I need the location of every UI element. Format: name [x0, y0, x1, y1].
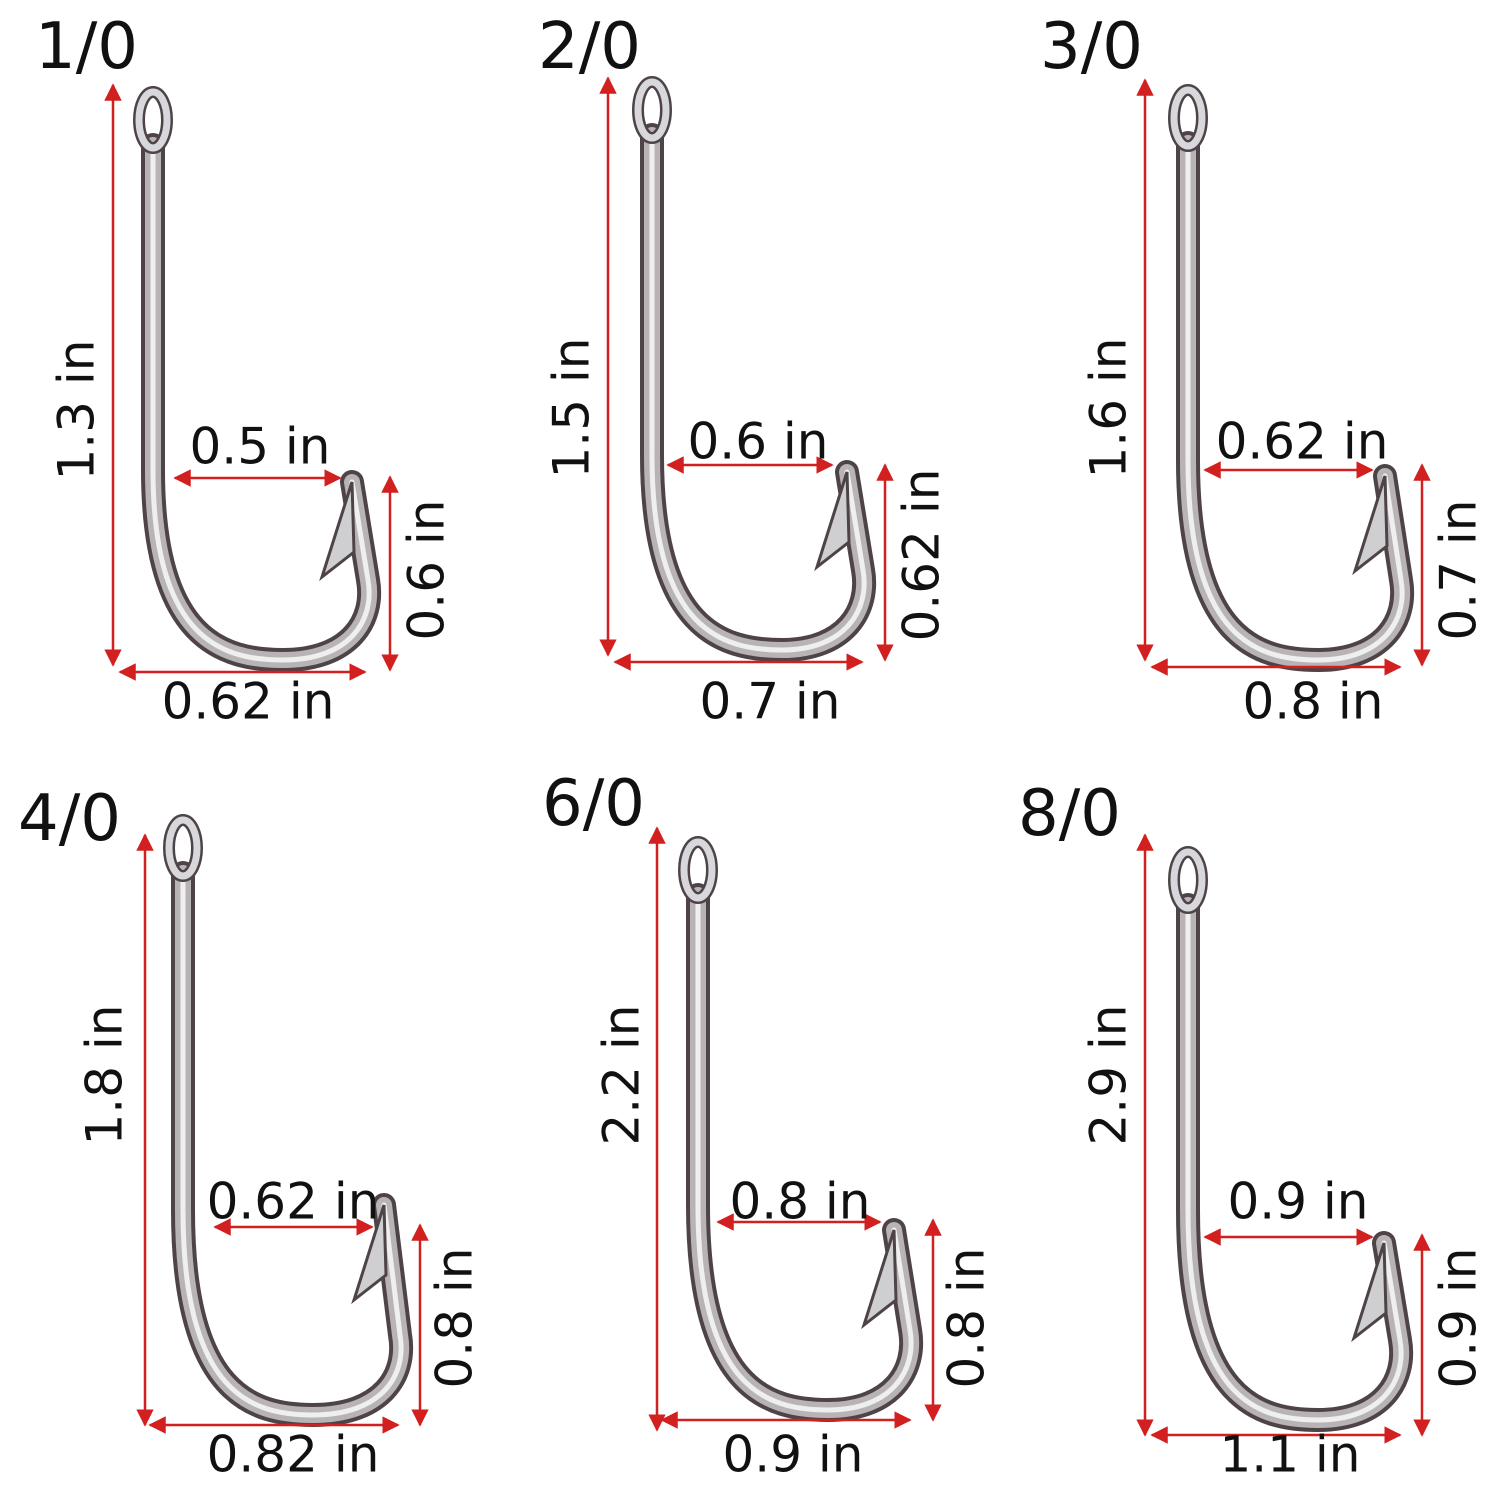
hook-panel-2-0: 2/0 1.5 in 0.6 in 0.62 in 0.7 in: [538, 10, 951, 731]
hook-barb: [319, 481, 356, 582]
gap-label: 0.9 in: [1228, 1173, 1369, 1231]
point-height-label: 0.8 in: [938, 1248, 996, 1389]
hook-barb: [861, 1229, 898, 1330]
hook-outline: [171, 861, 414, 1427]
hook-size-label: 3/0: [1040, 10, 1143, 84]
fishing-hook-icon: [1168, 846, 1414, 1432]
hook-outline: [141, 133, 382, 672]
fishing-hook-icon: [678, 836, 924, 1422]
hook-body: [175, 865, 410, 1423]
hook-panel-4-0: 4/0 1.8 in 0.62 in 0.8 in 0.82 in: [18, 782, 484, 1484]
hook-outline: [1176, 893, 1414, 1432]
hook-body: [1180, 897, 1410, 1428]
fishing-hook-icon: [1168, 84, 1415, 672]
hook-eye: [1170, 848, 1206, 912]
gap-label: 0.62 in: [207, 1173, 380, 1231]
hook-size-label: 2/0: [538, 10, 641, 84]
hook-panel-6-0: 6/0 2.2 in 0.8 in 0.8 in 0.9 in: [542, 767, 996, 1484]
fishing-hook-icon: [632, 76, 877, 662]
hook-outline: [1176, 131, 1415, 672]
gap-label: 0.62 in: [1216, 413, 1389, 471]
total-length-label: 1.5 in: [543, 338, 601, 479]
hook-barb: [1352, 475, 1389, 576]
point-height-label: 0.62 in: [893, 469, 951, 642]
width-label: 0.62 in: [162, 673, 335, 731]
point-height-label: 0.9 in: [1430, 1248, 1488, 1389]
width-label: 0.7 in: [700, 673, 841, 731]
hook-eye: [165, 816, 201, 880]
hook-panel-8-0: 8/0 2.9 in 0.9 in 0.9 in 1.1 in: [1018, 777, 1488, 1484]
total-length-label: 1.6 in: [1080, 338, 1138, 479]
hook-outline: [640, 123, 877, 662]
width-label: 0.8 in: [1243, 673, 1384, 731]
width-label: 0.82 in: [207, 1426, 380, 1484]
point-height-label: 0.7 in: [1430, 500, 1488, 641]
hook-body: [690, 887, 920, 1418]
hook-panel-3-0: 3/0 1.6 in 0.62 in 0.7 in 0.8 in: [1040, 10, 1488, 731]
hook-barb: [351, 1204, 388, 1305]
fishing-hook-icon: [163, 814, 414, 1427]
gap-label: 0.6 in: [688, 413, 829, 471]
fishing-hook-icon: [133, 86, 382, 672]
hook-highlight: [695, 892, 914, 1413]
hook-panel-1-0: 1/0 1.3 in 0.5 in 0.6 in 0.62 in: [35, 10, 456, 731]
width-label: 1.1 in: [1220, 1426, 1361, 1484]
total-length-label: 1.3 in: [48, 340, 106, 481]
hook-size-label: 8/0: [1018, 777, 1121, 851]
hook-barb: [814, 471, 851, 572]
hook-eye: [634, 78, 670, 142]
total-length-label: 1.8 in: [76, 1005, 134, 1146]
hook-highlight: [1185, 140, 1405, 663]
hook-highlight: [180, 870, 404, 1418]
hook-barb: [1351, 1242, 1388, 1343]
gap-label: 0.8 in: [730, 1173, 871, 1231]
hook-eye: [680, 838, 716, 902]
hook-highlight: [1185, 902, 1404, 1423]
hook-size-label: 6/0: [542, 767, 645, 841]
hook-highlight: [649, 132, 867, 653]
hook-body: [644, 127, 873, 658]
point-height-label: 0.6 in: [398, 500, 456, 641]
hook-size-label: 4/0: [18, 782, 121, 856]
hook-size-label: 1/0: [35, 10, 138, 84]
point-height-label: 0.8 in: [426, 1248, 484, 1389]
hook-eye: [1170, 86, 1206, 150]
total-length-label: 2.2 in: [593, 1005, 651, 1146]
total-length-label: 2.9 in: [1080, 1005, 1138, 1146]
hook-body: [1180, 135, 1411, 668]
hook-eye: [135, 88, 171, 152]
width-label: 0.9 in: [723, 1426, 864, 1484]
hook-highlight: [150, 142, 372, 663]
hook-body: [145, 137, 378, 668]
hook-outline: [686, 883, 924, 1422]
gap-label: 0.5 in: [190, 418, 331, 476]
